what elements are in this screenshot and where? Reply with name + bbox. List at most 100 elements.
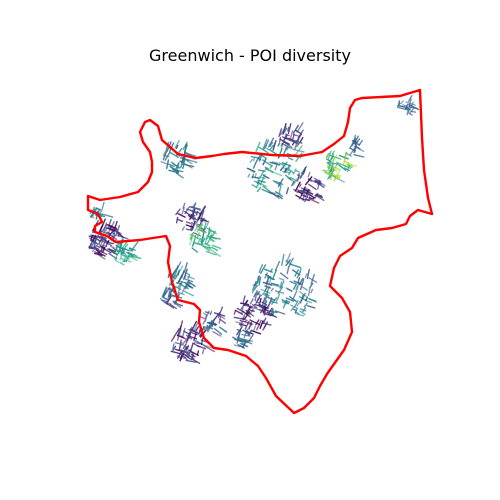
street-segment — [355, 145, 361, 150]
street-segment — [204, 234, 208, 245]
street-segment — [99, 245, 106, 249]
street-segment — [294, 181, 301, 192]
street-segment — [108, 227, 115, 233]
street-segment — [251, 303, 258, 309]
street-segment — [170, 295, 177, 298]
street-segment — [191, 352, 195, 361]
street-segment — [180, 354, 188, 361]
street-segment — [278, 277, 285, 281]
street-segment — [274, 164, 278, 171]
street-segment — [122, 254, 130, 260]
street-segment — [185, 359, 197, 363]
street-segment — [120, 258, 132, 263]
street-segment — [281, 301, 288, 305]
street-segment — [183, 275, 187, 279]
street-segment — [181, 152, 186, 162]
street-segment — [234, 309, 244, 315]
street-segment — [171, 162, 181, 169]
street-segment — [277, 194, 283, 200]
street-segment — [172, 170, 179, 174]
street-segment — [198, 217, 205, 227]
street-segment — [285, 259, 291, 267]
street-segment — [261, 300, 268, 310]
street-segment — [315, 193, 323, 197]
street-segment — [97, 251, 106, 257]
street-segment — [183, 286, 188, 289]
street-segment — [309, 198, 320, 204]
street-segment — [408, 112, 413, 116]
street-segment — [283, 133, 288, 140]
street-segment — [252, 284, 259, 287]
street-segment — [235, 321, 244, 325]
street-segment — [181, 226, 186, 231]
street-segment — [249, 298, 254, 305]
street-segment — [112, 250, 118, 255]
street-segment — [242, 295, 246, 305]
street-segment — [103, 222, 108, 232]
street-segment — [245, 305, 252, 315]
street-segment — [262, 307, 266, 314]
street-segment — [292, 290, 298, 301]
street-segment — [241, 338, 254, 342]
street-segment — [283, 146, 287, 156]
street-segment — [278, 128, 283, 138]
street-segment — [296, 297, 304, 307]
street-segment — [161, 286, 168, 298]
street-segment — [287, 123, 292, 135]
street-segment — [398, 106, 409, 111]
street-segment — [209, 311, 213, 316]
street-segment — [296, 176, 300, 182]
street-segment — [164, 152, 171, 161]
street-segment — [299, 171, 305, 179]
street-segment — [329, 163, 334, 172]
street-segment — [271, 161, 279, 164]
street-segment — [278, 184, 282, 195]
street-segment — [257, 291, 260, 296]
street-segment — [331, 156, 336, 166]
street-segment — [174, 140, 180, 149]
street-segment — [294, 311, 300, 315]
street-segment — [247, 329, 253, 336]
street-segment — [239, 319, 246, 323]
street-segment — [243, 339, 253, 345]
street-segment — [258, 155, 263, 162]
street-segment — [179, 160, 185, 163]
street-segment — [300, 278, 305, 291]
street-segment — [314, 179, 322, 185]
street-segment — [192, 217, 199, 221]
street-segment — [189, 232, 194, 240]
street-segment — [309, 282, 314, 289]
street-segment — [174, 265, 179, 277]
street-segment — [258, 305, 265, 310]
street-segment — [270, 287, 274, 292]
street-segment — [199, 211, 204, 222]
street-segment — [105, 239, 110, 248]
street-segment — [308, 183, 317, 191]
street-segment — [190, 344, 194, 349]
street-segment — [342, 154, 347, 165]
street-segment — [187, 281, 192, 285]
street-segment — [236, 332, 241, 344]
street-segment — [203, 345, 215, 353]
street-segment — [280, 280, 285, 289]
street-segment — [286, 288, 293, 292]
street-segment — [307, 287, 311, 297]
street-segment — [172, 345, 177, 351]
street-segment — [299, 308, 307, 312]
street-segment — [100, 201, 105, 213]
street-segment — [396, 102, 401, 108]
street-segment — [286, 252, 291, 263]
street-segment — [177, 285, 182, 295]
street-segment — [191, 222, 196, 231]
street-segment — [98, 254, 106, 260]
street-segment — [190, 331, 198, 336]
street-segment — [282, 140, 289, 145]
street-segment — [262, 138, 268, 150]
street-segment — [296, 122, 304, 133]
street-segment — [165, 302, 175, 309]
street-segment — [113, 220, 118, 232]
street-segment — [130, 255, 142, 259]
street-segment — [255, 319, 260, 326]
street-segment — [174, 341, 185, 346]
street-segment — [249, 319, 261, 326]
